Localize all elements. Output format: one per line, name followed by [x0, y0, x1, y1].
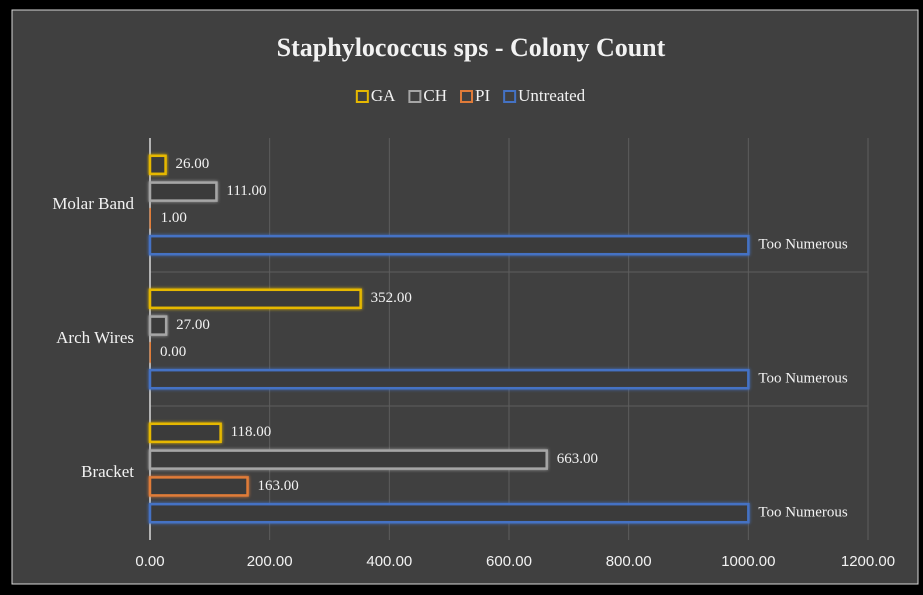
data-label: 663.00 — [557, 451, 598, 467]
bar — [148, 234, 750, 256]
data-label: 111.00 — [226, 183, 266, 199]
x-tick-label: 600.00 — [486, 553, 532, 570]
legend-label: GA — [371, 86, 396, 105]
chart-area — [11, 9, 919, 585]
data-label: 26.00 — [176, 156, 210, 172]
data-label: 352.00 — [371, 290, 412, 306]
y-tick-label: Molar Band — [52, 194, 134, 213]
bar — [148, 181, 218, 202]
bar — [148, 502, 750, 524]
y-tick-label: Arch Wires — [56, 328, 134, 347]
legend-label: PI — [475, 86, 490, 105]
bar — [148, 342, 152, 363]
bar — [148, 368, 750, 390]
data-label: 0.00 — [160, 344, 186, 360]
bar — [148, 154, 167, 176]
bar — [148, 208, 152, 229]
legend-marker — [408, 90, 422, 103]
x-tick-label: 1000.00 — [721, 553, 775, 570]
legend-marker — [460, 90, 474, 103]
data-label: 163.00 — [258, 478, 299, 494]
bar — [148, 449, 548, 470]
x-tick-label: 1200.00 — [841, 553, 895, 570]
x-tick-label: 800.00 — [606, 553, 652, 570]
bar — [148, 315, 168, 336]
y-tick-label: Bracket — [81, 462, 134, 481]
data-label: Too Numerous — [758, 371, 848, 387]
x-tick-label: 400.00 — [366, 553, 412, 570]
legend-label: Untreated — [518, 86, 586, 105]
bar — [148, 476, 249, 497]
legend-marker — [503, 90, 517, 103]
chart-title: Staphylococcus sps - Colony Count — [277, 33, 666, 62]
data-label: 27.00 — [176, 317, 210, 333]
bar — [148, 288, 362, 310]
data-label: 118.00 — [231, 424, 272, 440]
data-label: 1.00 — [161, 210, 187, 226]
legend-marker — [355, 90, 369, 103]
x-tick-label: 0.00 — [135, 553, 164, 570]
data-label: Too Numerous — [758, 505, 848, 521]
data-label: Too Numerous — [758, 237, 848, 253]
legend-label: CH — [423, 86, 447, 105]
bar — [148, 422, 222, 444]
x-tick-label: 200.00 — [247, 553, 293, 570]
